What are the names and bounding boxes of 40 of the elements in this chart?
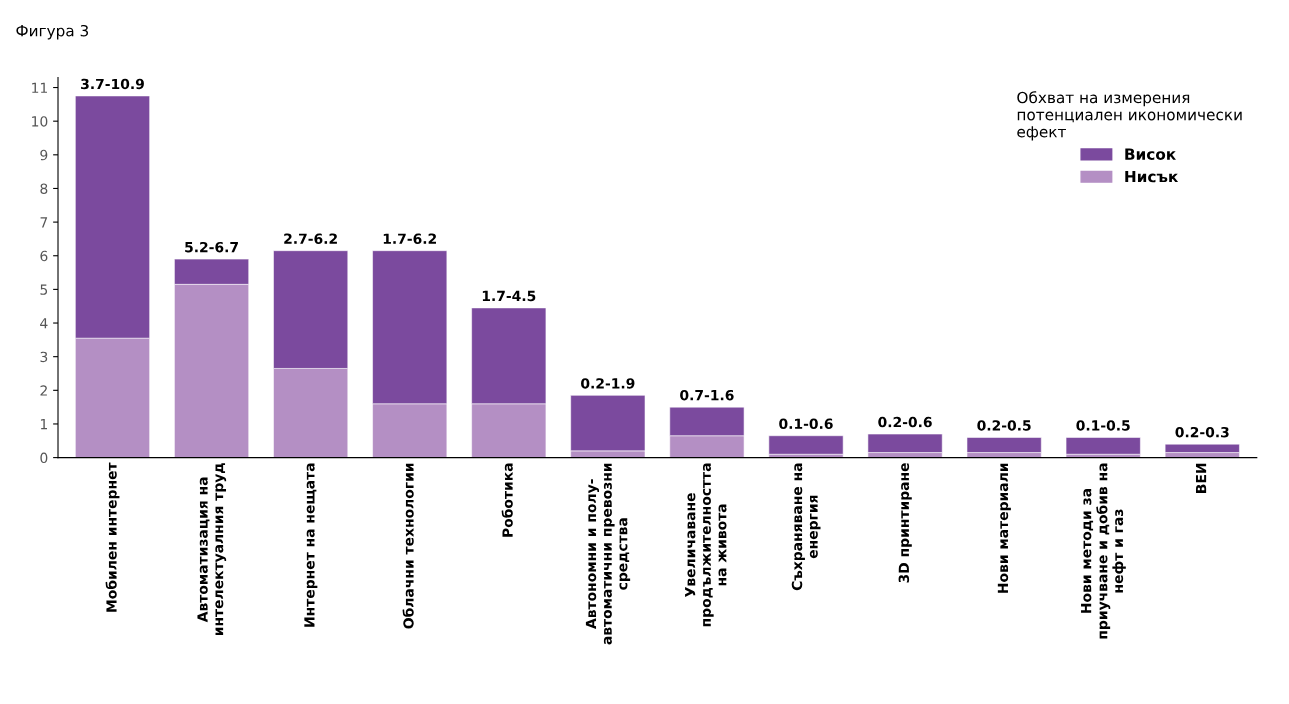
y-tick-label: 9 (40, 149, 48, 161)
y-tick-label: 8 (40, 183, 48, 194)
y-tick-label: 4 (40, 318, 48, 329)
x-tick-label: Нови методи за приучване и добив на нефт и газ (1081, 463, 1126, 639)
y-tick-label: 11 (32, 82, 47, 93)
legend-label: Висок (1125, 148, 1176, 160)
total-label: 1.7-4.5 (482, 290, 536, 302)
x-tick-label: Интернет на нещата (304, 463, 318, 627)
y-tick-label: 3 (40, 351, 48, 363)
x-tick-label: Съхраняване на енергия (791, 463, 821, 591)
legend-title: Обхват на измерения потенциален икономически ефект (1017, 91, 1242, 141)
total-label: 2.7-6.2 (284, 233, 337, 244)
x-tick-label: 3D принтиране (898, 463, 912, 583)
y-tick-label: 10 (32, 116, 48, 127)
y-tick-label: 5 (40, 284, 48, 295)
y-tick-label: 2 (40, 385, 47, 396)
total-label: 0.1-0.6 (779, 418, 833, 429)
total-label: 0.2-1.9 (581, 378, 635, 389)
x-tick-label: Автономни и полу- автоматични превозни средства (585, 463, 631, 645)
y-tick-label: 1 (40, 419, 47, 430)
x-tick-label: Увеличаване продължителността на живота (685, 463, 727, 627)
total-label: 0.2-0.6 (878, 416, 932, 428)
x-tick-label: Автоматизация на интелектуалния труд (197, 463, 227, 636)
total-label: 0.1-0.5 (1076, 420, 1130, 431)
x-tick-label: Нови материали (997, 463, 1011, 593)
total-label: 3.7-10.9 (81, 78, 144, 90)
y-tick-label: 6 (40, 250, 48, 262)
x-tick-label: Облачни технологии (402, 463, 414, 629)
x-tick-label: ВЕИ (1195, 463, 1207, 493)
x-tick-label: Мобилен интернет (105, 462, 120, 612)
total-label: 0.2-0.5 (977, 420, 1031, 431)
total-label: 1.7-6.2 (383, 233, 436, 244)
total-label: 5.2-6.7 (185, 241, 238, 253)
y-tick-label: 0 (40, 452, 48, 464)
chart-title: Фигура 3 (16, 24, 89, 40)
x-tick-label: Роботика (501, 463, 513, 537)
y-tick-label: 7 (40, 217, 48, 228)
total-label: 0.2-0.3 (1175, 426, 1229, 438)
legend-label: Нисък (1125, 170, 1179, 183)
total-label: 0.7-1.6 (680, 389, 734, 401)
